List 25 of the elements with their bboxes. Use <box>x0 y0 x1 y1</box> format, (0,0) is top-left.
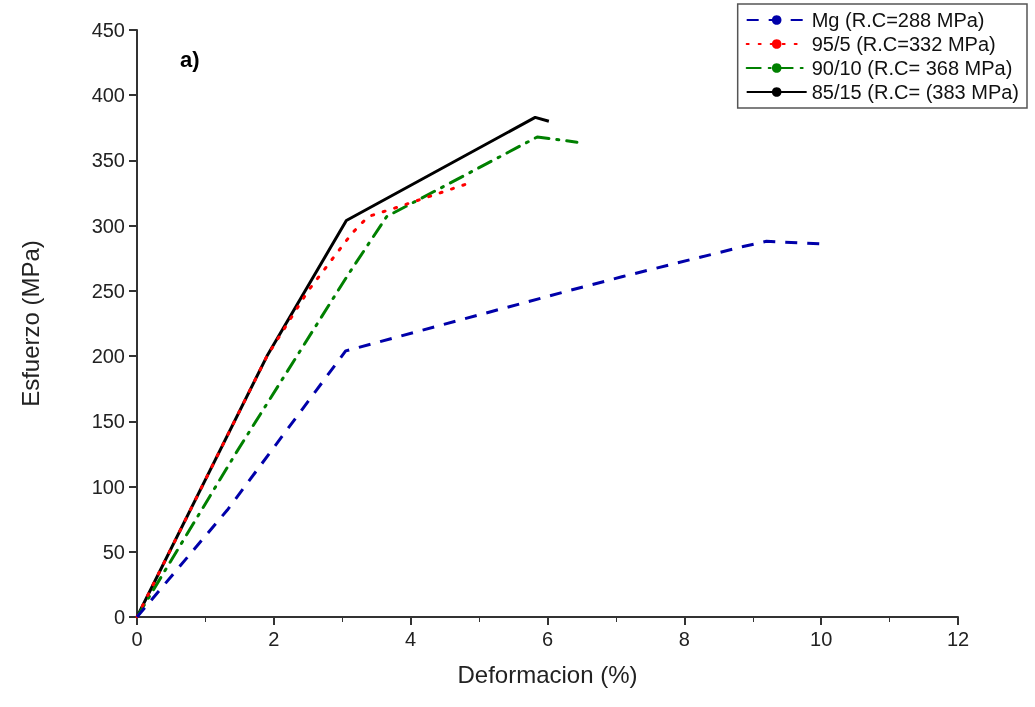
y-axis-title: Esfuerzo (MPa) <box>16 240 44 407</box>
y-tick-label: 300 <box>91 214 125 237</box>
x-tick-label: 2 <box>268 628 280 650</box>
y-tick-label: 50 <box>102 540 125 563</box>
legend-label: 90/10 (R.C= 368 MPa) <box>811 57 1013 79</box>
x-axis-title: Deformacion (%) <box>457 660 638 688</box>
y-tick-label: 150 <box>91 410 125 433</box>
legend-label: 85/15 (R.C= (383 MPa) <box>811 81 1020 103</box>
annotation: a) <box>180 46 200 72</box>
x-tick-label: 0 <box>131 628 143 650</box>
x-tick-label: 8 <box>678 628 690 650</box>
x-tick-label: 12 <box>946 628 970 650</box>
y-tick-label: 100 <box>91 475 125 498</box>
y-tick-label: 250 <box>91 279 125 302</box>
legend-label: Mg (R.C=288 MPa) <box>811 9 985 31</box>
y-tick-label: 0 <box>113 606 125 628</box>
x-tick-label: 4 <box>405 628 417 650</box>
y-tick-label: 400 <box>91 84 125 107</box>
y-tick-label: 200 <box>91 345 125 368</box>
x-tick-label: 10 <box>810 628 833 650</box>
y-tick-label: 350 <box>91 149 125 172</box>
legend-label: 95/5 (R.C=332 MPa) <box>811 33 996 55</box>
x-tick-label: 6 <box>541 628 554 650</box>
line-series <box>135 182 469 619</box>
y-tick-label: 450 <box>91 19 125 41</box>
